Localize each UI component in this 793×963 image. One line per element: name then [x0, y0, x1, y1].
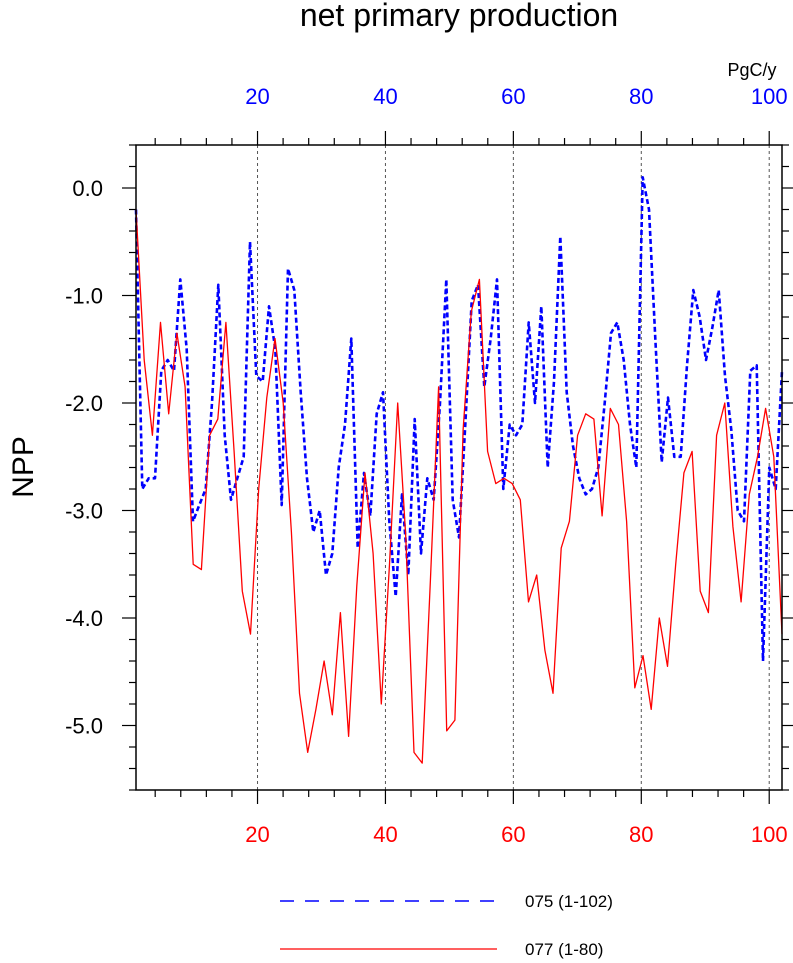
y-tick-label-2: -2.0 [65, 391, 103, 416]
legend-label-1: 077 (1-80) [525, 940, 603, 959]
chart-title: net primary production [300, 0, 618, 33]
x-tick-label-top-1: 40 [373, 84, 397, 109]
x-tick-label-top-4: 100 [751, 84, 788, 109]
x-tick-label-top-0: 20 [245, 84, 269, 109]
y-tick-label-4: -4.0 [65, 606, 103, 631]
x-tick-label-top-3: 80 [629, 84, 653, 109]
x-tick-label-bottom-2: 60 [501, 822, 525, 847]
x-tick-label-bottom-0: 20 [245, 822, 269, 847]
legend-label-0: 075 (1-102) [525, 892, 613, 911]
y-tick-label-0: 0.0 [72, 176, 103, 201]
x-tick-label-bottom-1: 40 [373, 822, 397, 847]
y-axis-label: NPP [7, 436, 40, 498]
series-line-0 [134, 176, 784, 663]
x-tick-label-top-2: 60 [501, 84, 525, 109]
y-tick-label-1: -1.0 [65, 284, 103, 309]
series-line-1 [135, 209, 783, 764]
series-lines [134, 176, 784, 764]
legend: 075 (1-102) 077 (1-80) [280, 892, 613, 959]
y-tick-label-3: -3.0 [65, 499, 103, 524]
units-label: PgC/y [727, 60, 776, 80]
x-tick-label-bottom-3: 80 [629, 822, 653, 847]
x-tick-label-bottom-4: 100 [751, 822, 788, 847]
plot-frame [135, 144, 783, 791]
y-tick-label-5: -5.0 [65, 714, 103, 739]
axes: 0.0 -1.0 -2.0 -3.0 -4.0 -5.0 20 40 60 80 100 20 40 60… [65, 84, 793, 847]
